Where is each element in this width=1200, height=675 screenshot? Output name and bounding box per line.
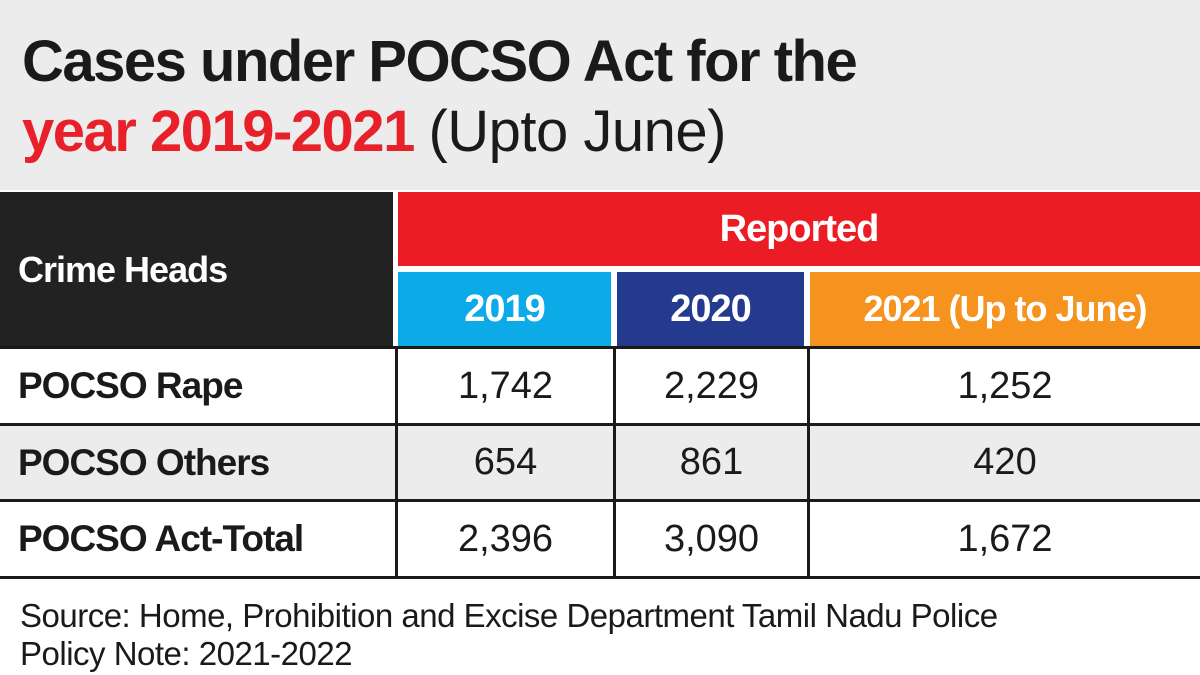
column-header-2020: 2020 [617,272,804,346]
source-note: Source: Home, Prohibition and Excise Dep… [20,597,1180,673]
cell-value: 1,742 [395,349,613,423]
row-label: POCSO Rape [18,365,243,406]
title-area: Cases under POCSO Act for the year 2019-… [0,0,1200,190]
cell-value: 2,396 [395,502,613,576]
table-row: POCSO Rape 1,742 2,229 1,252 [0,346,1200,426]
source-line-2: Policy Note: 2021-2022 [20,635,353,672]
cell-value: 1,252 [807,349,1200,423]
cell-value: 1,672 [807,502,1200,576]
crime-heads-header: Crime Heads [0,192,393,347]
title-suffix: (Upto June) [428,99,726,164]
cell-value: 2,229 [613,349,807,423]
row-label: POCSO Act-Total [18,518,304,559]
table-row: POCSO Act-Total 2,396 3,090 1,672 [0,502,1200,579]
cell-value: 420 [807,426,1200,499]
title-highlight: year 2019-2021 [22,99,415,164]
row-label: POCSO Others [18,441,270,483]
cell-value: 654 [395,426,613,499]
title-line-2: year 2019-2021 (Upto June) [22,98,726,165]
cell-value: 3,090 [613,502,807,576]
source-line-1: Source: Home, Prohibition and Excise Dep… [20,597,998,634]
title-line-1: Cases under POCSO Act for the [22,29,858,94]
table-row: POCSO Others 654 861 420 [0,426,1200,502]
column-header-2021: 2021 (Up to June) [810,272,1200,346]
cell-value: 861 [613,426,807,499]
reported-header: Reported [398,192,1200,266]
column-header-2019: 2019 [398,272,611,346]
